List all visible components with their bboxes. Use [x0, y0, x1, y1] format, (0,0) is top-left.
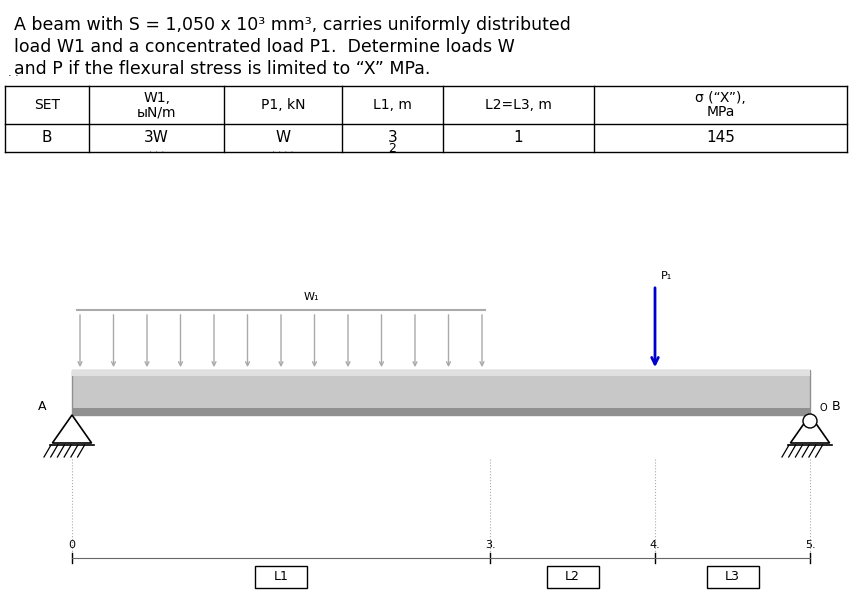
Bar: [546, 566, 598, 588]
Text: ыN/m: ыN/m: [137, 105, 176, 119]
Text: L1, m: L1, m: [373, 98, 412, 112]
Text: B: B: [832, 400, 841, 413]
Text: 2: 2: [389, 143, 396, 155]
Text: 3: 3: [388, 130, 397, 146]
Bar: [72, 370, 810, 376]
Text: A: A: [38, 400, 47, 413]
Text: 3.: 3.: [485, 540, 495, 550]
Text: W₁: W₁: [303, 292, 319, 302]
Text: W1,: W1,: [143, 91, 170, 105]
Text: B: B: [42, 130, 52, 146]
Bar: [706, 566, 758, 588]
Text: MPa: MPa: [706, 105, 735, 119]
Bar: [255, 566, 307, 588]
Text: 1: 1: [514, 130, 523, 146]
Polygon shape: [53, 415, 92, 443]
Text: 145: 145: [706, 130, 735, 146]
Text: load W1 and a concentrated load P1.  Determine loads W: load W1 and a concentrated load P1. Dete…: [14, 38, 515, 56]
Text: SET: SET: [34, 98, 60, 112]
Text: 3W: 3W: [144, 130, 169, 146]
Text: A beam with S = 1,050 x 10³ mm³, carries uniformly distributed: A beam with S = 1,050 x 10³ mm³, carries…: [14, 16, 571, 34]
Text: L3: L3: [725, 570, 740, 583]
Text: . .: . .: [8, 68, 19, 78]
Text: W: W: [275, 130, 291, 146]
Text: L1: L1: [273, 570, 289, 583]
Text: P₁: P₁: [661, 271, 672, 281]
Text: P1, kN: P1, kN: [261, 98, 305, 112]
Text: 0: 0: [68, 540, 76, 550]
Text: 4.: 4.: [649, 540, 660, 550]
Text: . . . .: . . . .: [272, 144, 294, 154]
Circle shape: [803, 414, 817, 428]
Text: O: O: [820, 403, 827, 413]
Text: . . .: . . .: [149, 144, 164, 154]
Bar: [72, 370, 810, 415]
Polygon shape: [791, 415, 830, 443]
Text: 5.: 5.: [804, 540, 815, 550]
Text: σ (“X”),: σ (“X”),: [695, 91, 746, 105]
Bar: [72, 408, 810, 415]
Text: and P if the flexural stress is limited to “X” MPa.: and P if the flexural stress is limited …: [14, 60, 430, 78]
Text: L2=L3, m: L2=L3, m: [485, 98, 552, 112]
Text: L2: L2: [565, 570, 580, 583]
